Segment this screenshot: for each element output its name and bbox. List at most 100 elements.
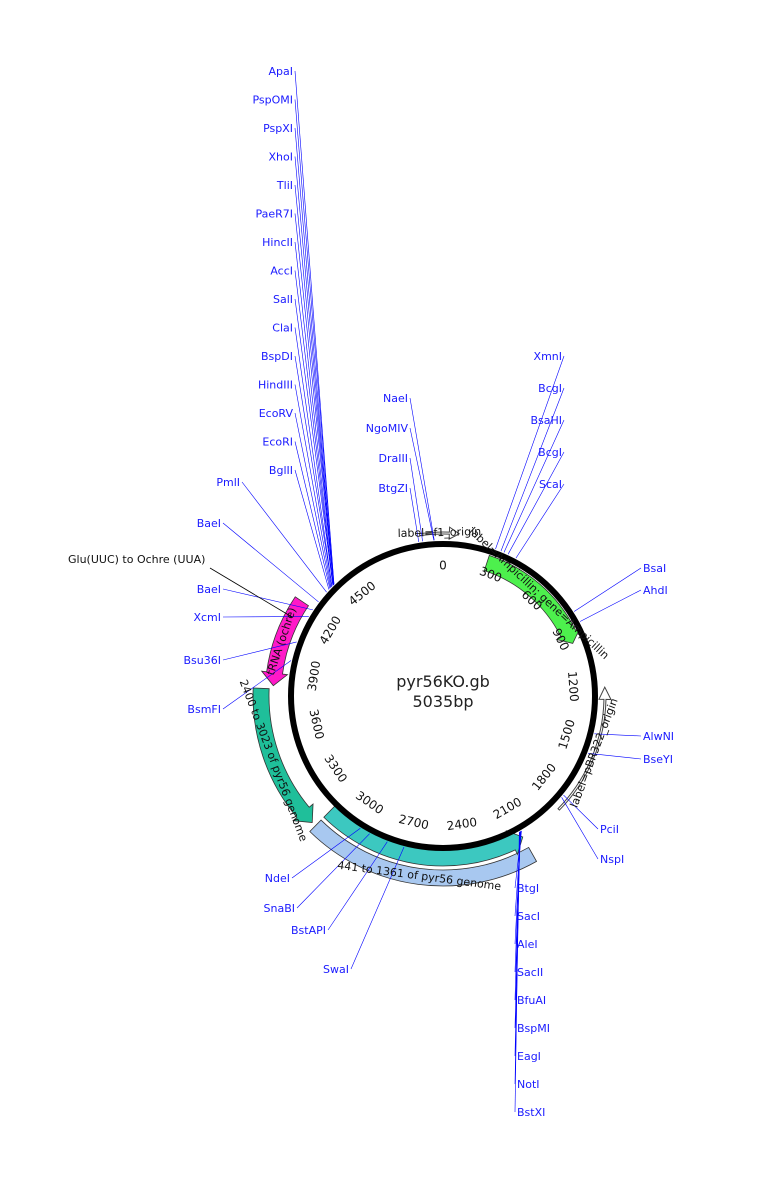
enzyme-leader [294,156,334,585]
enzyme-leader [222,522,319,603]
enzyme-label: BsmFI [187,703,221,716]
enzyme-label: NspI [600,853,624,866]
plasmid-length: 5035bp [412,692,473,711]
enzyme-leader [222,660,292,710]
enzyme-leader [409,457,423,542]
enzyme-leader [409,487,420,542]
annotation-leader [209,567,293,618]
feature-arrow-3 [309,819,538,887]
enzyme-label: BsaHI [530,414,562,427]
tick-label: 1200 [565,671,581,702]
enzyme-label: BsaI [643,562,666,575]
enzyme-label: XhoI [269,151,293,164]
feature-label: label=Ampicillin; gene=Ampicillin [466,525,611,662]
enzyme-leader [294,213,334,585]
tick-label: 2400 [446,815,478,833]
tick-label: 4500 [346,579,379,609]
enzyme-leader [409,397,435,541]
enzyme-label: BstAPI [291,924,326,937]
enzyme-leader [514,832,520,1113]
enzyme-label: HindIII [258,379,293,392]
enzyme-label: NotI [517,1078,540,1091]
enzyme-leader [294,99,335,585]
enzyme-label: BaeI [197,517,221,530]
tick-label: 2700 [397,812,430,833]
enzyme-label: AlwNI [643,730,674,743]
enzyme-label: BtgI [517,882,539,895]
enzyme-label: BaeI [197,583,221,596]
tick-label: 1800 [529,761,559,794]
enzyme-label: SalI [273,293,293,306]
enzyme-leader [503,419,565,553]
enzyme-leader [294,384,332,588]
enzyme-label: SwaI [323,963,349,976]
enzyme-leader [294,412,331,588]
enzyme-label: XcmI [193,611,221,624]
enzyme-label: EcoRI [262,436,293,449]
enzyme-label: BtgZI [378,482,408,495]
enzyme-leader [563,794,599,830]
enzyme-label: ScaI [539,478,562,491]
tick-label: 3300 [321,752,350,785]
enzyme-label: Bsu36I [184,654,222,667]
enzyme-leader [294,184,334,585]
plasmid-backbone [288,541,598,851]
enzyme-label: NaeI [383,392,408,405]
enzyme-label: SacII [517,966,543,979]
enzyme-leader [222,588,314,611]
tick-label: 3600 [306,708,326,741]
feature-layer [252,526,612,887]
enzyme-label: PspXI [263,122,293,135]
enzyme-label: NgoMIV [366,422,409,435]
enzyme-leader [294,441,331,589]
enzyme-label: AhdI [643,584,668,597]
tick-label: 0 [439,559,447,573]
enzyme-leader [294,70,335,585]
enzyme-leader [579,589,642,622]
enzyme-label: AleI [517,938,538,951]
enzyme-leader [327,841,388,931]
enzyme-label: BseYI [643,753,673,766]
feature-arrow-5 [252,687,314,824]
enzyme-leader [294,327,333,587]
enzyme-label: BfuAI [517,994,546,1007]
enzyme-label: BcgI [538,446,562,459]
enzyme-label: NdeI [265,872,290,885]
feature-arrow-2 [557,686,612,811]
enzyme-leader [561,797,599,860]
enzyme-label: ClaI [272,322,293,335]
enzyme-label: TliI [276,179,293,192]
enzyme-label: PciI [600,823,619,836]
enzyme-leader [294,469,330,590]
enzyme-label: BspMI [517,1022,550,1035]
enzyme-leader [294,298,334,586]
enzyme-label: AccI [270,265,293,278]
feature-arrow-6 [260,596,310,687]
enzyme-label: XmnI [534,350,562,363]
feature-label: 2400 to 3023 of pyr56 genome [237,678,310,844]
enzyme-label: PmlI [216,476,240,489]
enzyme-leader [350,846,405,970]
enzyme-label: DraIII [379,452,408,465]
tick-label: 1500 [555,718,577,751]
enzyme-leader [594,733,642,737]
enzyme-leader [241,481,327,593]
enzyme-label: PspOMI [252,94,293,107]
enzyme-leader [573,567,642,612]
enzyme-label: BcgI [538,382,562,395]
tick-label: 3900 [305,660,324,692]
tick-label: 4200 [317,613,344,646]
enzyme-leader [294,127,334,585]
enzyme-leader [291,828,361,879]
enzyme-leader [588,752,642,760]
enzyme-label: BspDI [261,350,293,363]
enzyme-leader [500,387,565,552]
enzyme-label: SnaBI [264,902,296,915]
mutation-annotation: Glu(UUC) to Ochre (UUA) [68,553,205,566]
enzyme-label: BglII [269,464,293,477]
enzyme-leader [507,451,565,555]
enzyme-label: EagI [517,1050,541,1063]
enzyme-label: ApaI [269,65,294,78]
enzyme-leader [296,833,370,909]
